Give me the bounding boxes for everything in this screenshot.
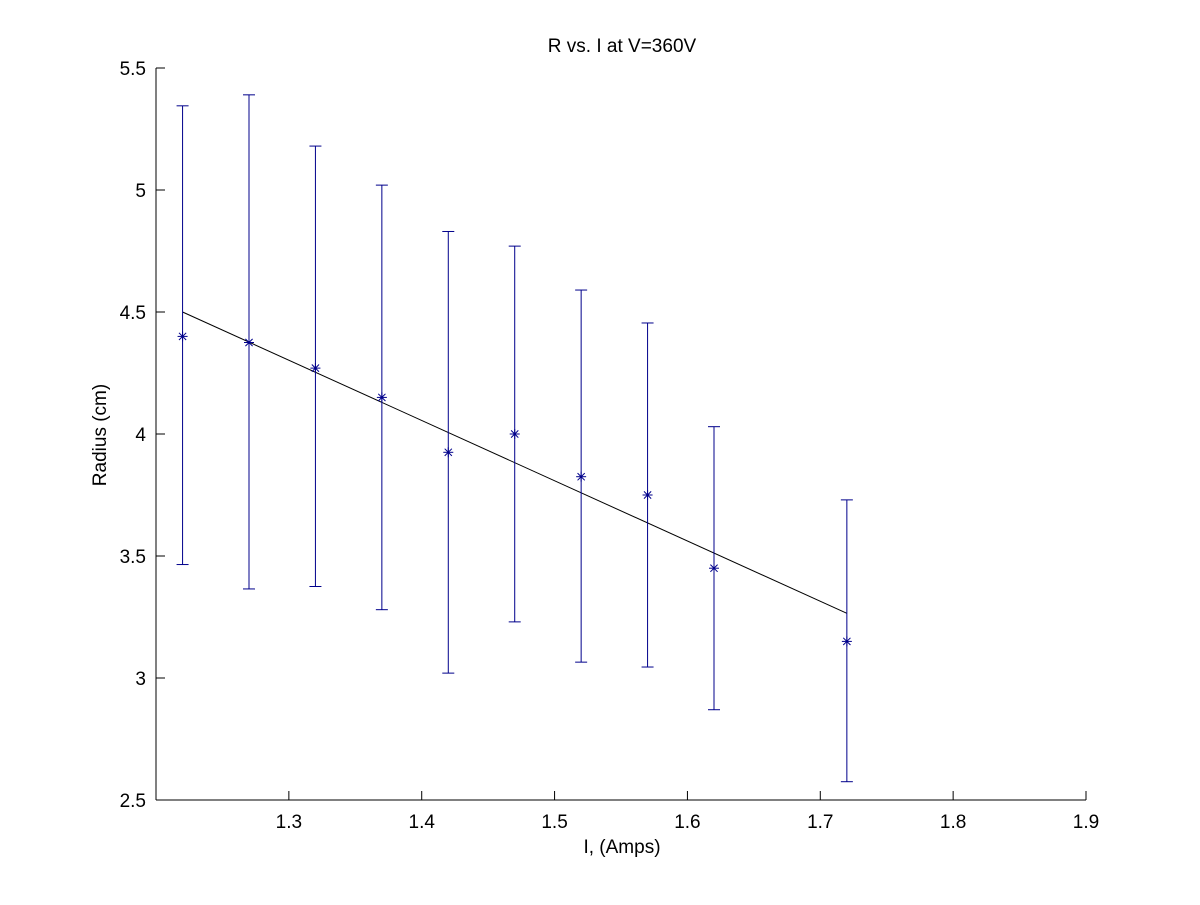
data-point bbox=[244, 337, 254, 348]
x-tick-label: 1.3 bbox=[276, 812, 302, 833]
y-tick-label: 3.5 bbox=[120, 547, 146, 568]
x-tick-label: 1.9 bbox=[1073, 812, 1099, 833]
y-tick-label: 2.5 bbox=[120, 791, 146, 812]
data-point bbox=[709, 563, 719, 574]
data-point bbox=[443, 447, 454, 458]
data-point bbox=[576, 471, 587, 482]
data-point bbox=[841, 636, 852, 647]
plot-area: 1.3 1.4 1.5 1.6 1.7 1.8 1.9 2.5 3 3.5 4 4.5 5 5.5 bbox=[120, 59, 1100, 833]
data-point bbox=[376, 392, 387, 403]
chart-title: R vs. I at V=360V bbox=[548, 36, 697, 57]
x-tick-label: 1.7 bbox=[807, 812, 833, 833]
x-tick-label: 1.8 bbox=[940, 812, 966, 833]
x-tick-label: 1.5 bbox=[541, 812, 567, 833]
data-point bbox=[310, 363, 321, 374]
data-point bbox=[509, 429, 520, 439]
y-tick-label: 4 bbox=[135, 425, 146, 446]
y-tick-label: 4.5 bbox=[120, 303, 146, 324]
y-tick-label: 5.5 bbox=[120, 59, 146, 80]
x-tick-label: 1.4 bbox=[409, 812, 436, 833]
x-axis-title: I, (Amps) bbox=[583, 837, 660, 858]
x-tick-label: 1.6 bbox=[674, 812, 700, 833]
y-tick-label: 3 bbox=[135, 669, 146, 690]
y-tick-label: 5 bbox=[135, 181, 146, 202]
y-axis-title: Radius (cm) bbox=[90, 384, 111, 486]
data-point bbox=[177, 331, 188, 342]
data-point bbox=[642, 490, 653, 500]
